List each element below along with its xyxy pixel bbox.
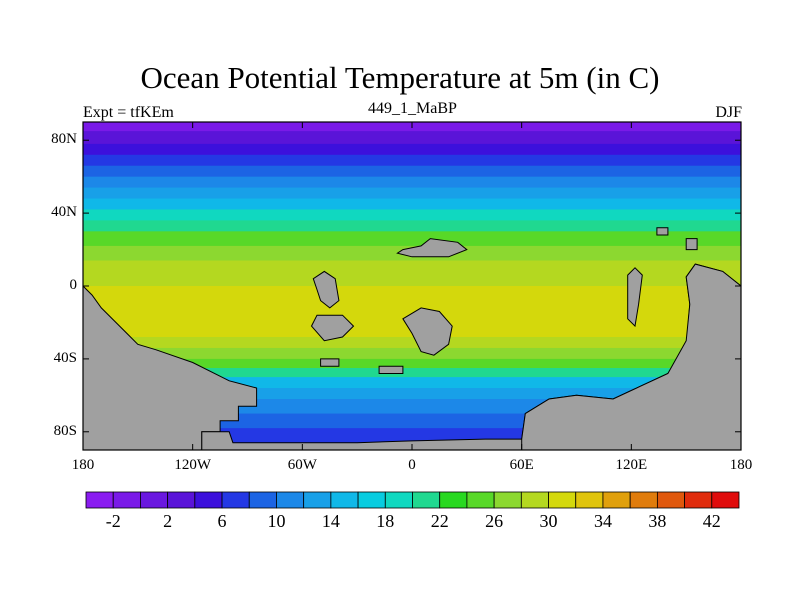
y-tick-label: 80S [53, 422, 77, 439]
colorbar-label: 34 [593, 511, 612, 531]
y-tick-label: 40S [53, 349, 77, 366]
colorbar-box [330, 491, 359, 509]
temperature-band [83, 358, 741, 369]
x-tick-label: 120E [615, 457, 648, 473]
colorbar-box [140, 491, 169, 509]
y-tick-label: 0 [69, 277, 78, 293]
land-island-indian [627, 267, 643, 328]
x-tick-label: 120W [174, 457, 211, 473]
temperature-band [83, 231, 741, 247]
temperature-band [83, 377, 741, 390]
colorbar-box [303, 491, 332, 509]
x-tick-label: 60W [287, 457, 317, 473]
experiment-label: Expt = tfKEm [83, 104, 174, 121]
colorbar-box [221, 491, 250, 509]
chart-title: Ocean Potential Temperature at 5m (in C) [140, 60, 660, 95]
temperature-band [83, 260, 741, 287]
season-label: DJF [715, 104, 742, 121]
colorbar-box [466, 491, 495, 509]
plot-area [83, 122, 741, 450]
colorbar-box [602, 491, 631, 509]
land-island-central [402, 307, 453, 356]
colorbar-box [85, 491, 114, 509]
colorbar-box [439, 491, 468, 509]
temperature-band [83, 187, 741, 200]
colorbar-box [575, 491, 604, 509]
colorbar-label: 26 [485, 511, 504, 531]
colorbar-box [112, 491, 141, 509]
case-label: 449_1_MaBP [368, 100, 457, 117]
temperature-band [83, 176, 741, 189]
colorbar-box [167, 491, 196, 509]
colorbar-box [711, 491, 740, 509]
temperature-band [83, 337, 741, 349]
colorbar-box [629, 491, 658, 509]
colorbar-box [684, 491, 713, 509]
land-island-tropical-west [312, 270, 340, 309]
land-island-mid-south [378, 365, 404, 374]
temperature-band [83, 347, 741, 360]
land-island-south-atlantic-a [310, 314, 355, 342]
colorbar-label: 30 [539, 511, 558, 531]
colorbar-label: 38 [648, 511, 667, 531]
colorbar-box [520, 491, 549, 509]
colorbar-box [384, 491, 413, 509]
colorbar-label: 6 [217, 511, 227, 531]
temperature-band [83, 165, 741, 178]
temperature-band [83, 143, 741, 156]
temperature-band [83, 220, 741, 233]
colorbar-label: 42 [702, 511, 721, 531]
colorbar-label: -2 [105, 511, 121, 531]
colorbar-label: 22 [430, 511, 449, 531]
temperature-band [83, 368, 741, 379]
y-tick-label: 40N [51, 204, 77, 221]
x-tick-label: 60E [509, 457, 534, 473]
x-tick-label: 0 [408, 457, 416, 473]
colorbar-box [493, 491, 522, 509]
temperature-band [83, 154, 741, 167]
colorbar-box [656, 491, 685, 509]
colorbar-label: 2 [163, 511, 173, 531]
colorbar-box [276, 491, 305, 509]
colorbar-label: 18 [376, 511, 395, 531]
temperature-band [83, 198, 741, 211]
land-island-south-atlantic-b [320, 358, 340, 367]
temperature-band [83, 209, 741, 222]
colorbar-label: 10 [267, 511, 286, 531]
colorbar-box [412, 491, 441, 509]
land-island-east-small [656, 227, 669, 236]
colorbar-label: 14 [321, 511, 340, 531]
temperature-band [83, 131, 741, 145]
colorbar-box [194, 491, 223, 509]
colorbar-box [248, 491, 277, 509]
temperature-band [83, 388, 741, 400]
colorbar-box [548, 491, 577, 509]
x-tick-label: 180 [729, 457, 753, 473]
x-tick-label: 180 [71, 457, 95, 473]
colorbar-box [357, 491, 386, 509]
land-island-east-north [685, 238, 698, 251]
land-island-north-atlantic [396, 238, 468, 258]
y-tick-label: 80N [51, 131, 77, 148]
